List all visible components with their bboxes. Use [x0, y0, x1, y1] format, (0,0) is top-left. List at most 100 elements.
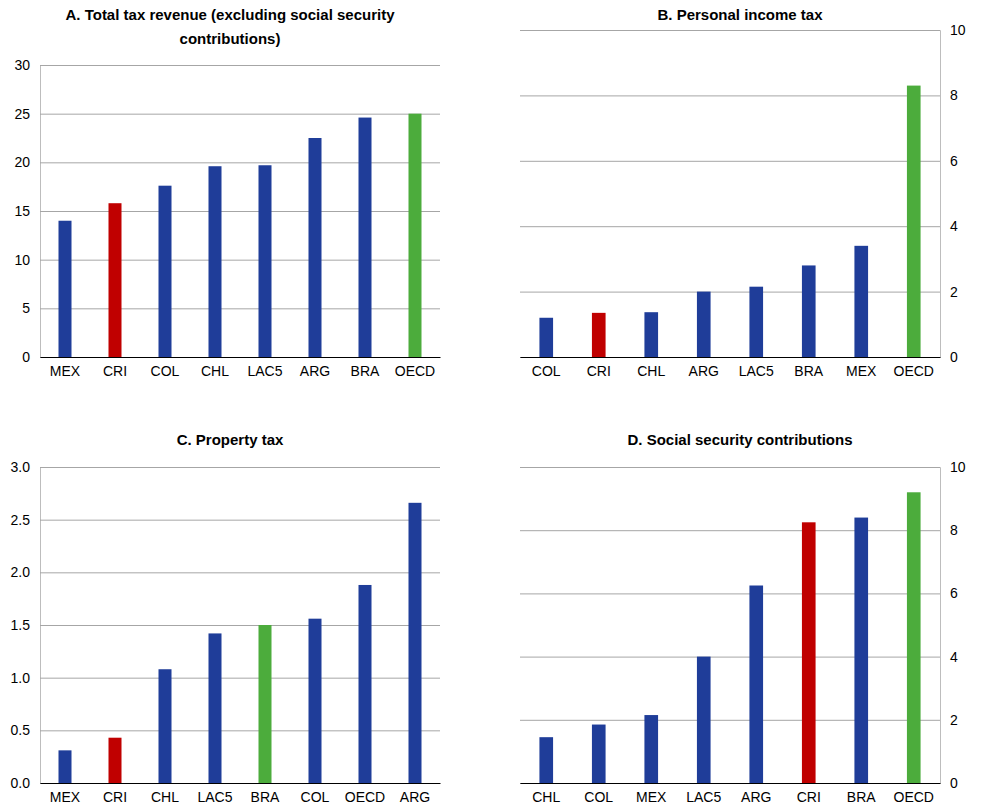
grid-line: [40, 467, 440, 468]
bar: [409, 114, 422, 357]
y-tick-label: 2: [950, 712, 958, 728]
panel-title: A. Total tax revenue (excluding social s…: [66, 6, 396, 47]
x-axis-line: [41, 357, 441, 358]
bar: [209, 166, 222, 357]
title-line: C. Property tax: [177, 431, 284, 448]
x-tick-label: COL: [151, 363, 180, 379]
x-tick-label: ARG: [741, 789, 771, 804]
y-tick: 1.0: [11, 670, 440, 686]
bar: [644, 312, 658, 357]
bar: [109, 738, 122, 783]
grid-line: [40, 114, 440, 115]
x-tick: MEX: [50, 357, 81, 379]
x-tick-label: CRI: [103, 789, 127, 804]
x-tick-label: OECD: [894, 363, 934, 379]
x-tick-label: BRA: [251, 789, 280, 804]
x-tick-label: CHL: [637, 363, 665, 379]
x-tick-label: CRI: [103, 363, 127, 379]
title-line: contributions): [180, 30, 281, 47]
grid-line: [40, 625, 440, 626]
y-tick-label: 8: [950, 87, 958, 103]
grid-line: [40, 211, 440, 212]
x-tick-label: LAC5: [739, 363, 774, 379]
x-axis-line: [521, 357, 941, 358]
x-tick: OECD: [894, 783, 934, 804]
bar: [749, 586, 763, 784]
panel-title: C. Property tax: [177, 431, 284, 448]
bar: [309, 138, 322, 357]
grid-line: [520, 161, 940, 162]
y-tick-label: 0.0: [11, 775, 31, 791]
x-axis: MEXCRICHLLAC5BRACOLOECDARG: [41, 783, 441, 804]
grid-line: [520, 467, 940, 468]
y-tick: 2: [520, 284, 958, 300]
grid-line: [520, 593, 940, 594]
x-tick-label: OECD: [894, 789, 934, 804]
y-axis-line: [41, 468, 441, 784]
x-axis-line: [521, 783, 941, 784]
x-tick-label: CHL: [201, 363, 229, 379]
y-tick-label: 0.5: [11, 722, 31, 738]
bars: [539, 492, 920, 783]
x-tick: LAC5: [197, 783, 232, 804]
grid-line: [520, 95, 940, 96]
y-tick: 6: [520, 585, 958, 601]
grid-line: [520, 357, 940, 358]
panel-title: D. Social security contributions: [627, 431, 852, 448]
x-tick: CRI: [103, 357, 127, 379]
panel: D. Social security contributions0246810C…: [520, 431, 966, 804]
grid-line: [40, 260, 440, 261]
x-tick-label: CHL: [532, 789, 560, 804]
bar: [802, 265, 816, 357]
x-tick: CHL: [201, 357, 229, 379]
x-tick-label: COL: [584, 789, 613, 804]
y-axis: 0246810: [520, 22, 966, 365]
grid-line: [40, 783, 440, 784]
x-tick: COL: [532, 357, 561, 379]
y-tick-label: 0: [22, 349, 30, 365]
x-tick-label: MEX: [50, 363, 81, 379]
bar: [159, 669, 172, 783]
bar: [59, 221, 72, 357]
x-tick: LAC5: [739, 357, 774, 379]
grid-line: [520, 292, 940, 293]
title-line: A. Total tax revenue (excluding social s…: [66, 6, 396, 23]
x-tick: CHL: [151, 783, 179, 804]
x-tick: COL: [151, 357, 180, 379]
x-tick: OECD: [395, 357, 435, 379]
x-tick: BRA: [847, 783, 876, 804]
y-tick-label: 10: [950, 22, 966, 38]
x-tick-label: MEX: [50, 789, 81, 804]
x-tick-label: BRA: [794, 363, 823, 379]
y-axis: 051015202530: [14, 57, 440, 365]
x-tick-label: ARG: [300, 363, 330, 379]
bar: [749, 287, 763, 357]
y-tick: 2.0: [11, 564, 440, 580]
bar: [854, 518, 868, 783]
grid-line: [520, 657, 940, 658]
x-tick: ARG: [689, 357, 719, 379]
y-tick-label: 0: [950, 775, 958, 791]
x-tick: CRI: [103, 783, 127, 804]
y-tick: 15: [14, 203, 440, 219]
y-tick-label: 25: [14, 106, 30, 122]
bar: [539, 318, 553, 357]
title-line: D. Social security contributions: [627, 431, 852, 448]
x-tick: MEX: [636, 783, 667, 804]
x-tick-label: CRI: [587, 363, 611, 379]
bar: [209, 633, 222, 783]
x-tick: BRA: [794, 357, 823, 379]
x-axis: MEXCRICOLCHLLAC5ARGBRAOECD: [41, 357, 441, 379]
bar: [592, 313, 606, 357]
y-tick: 30: [14, 57, 440, 73]
x-tick-label: COL: [301, 789, 330, 804]
x-tick: LAC5: [247, 357, 282, 379]
x-tick: COL: [301, 783, 330, 804]
y-tick: 4: [520, 218, 958, 234]
panel-title: B. Personal income tax: [657, 6, 823, 23]
y-axis: 0.00.51.01.52.02.53.0: [11, 459, 440, 791]
y-tick-label: 4: [950, 218, 958, 234]
x-tick-label: LAC5: [247, 363, 282, 379]
x-tick: ARG: [741, 783, 771, 804]
bar: [59, 750, 72, 783]
